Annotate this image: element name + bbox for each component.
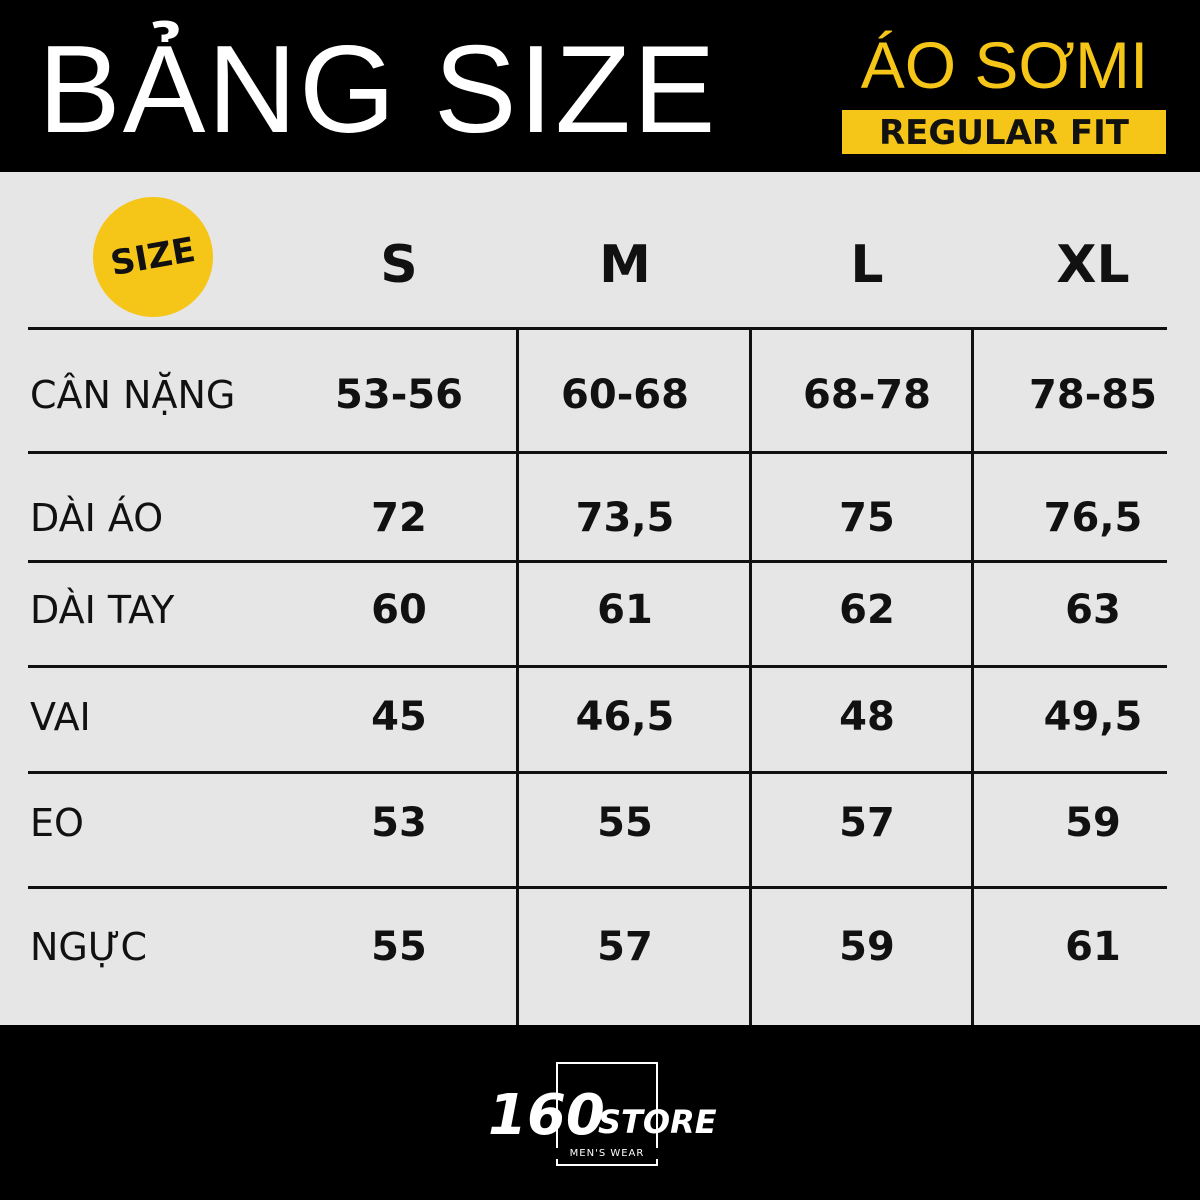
column-rule <box>749 327 752 1025</box>
tagline: MEN'S WEAR <box>556 1148 658 1159</box>
row-label: EO <box>30 801 84 845</box>
size-value: 60-68 <box>561 372 689 418</box>
size-value: 55 <box>371 924 427 970</box>
size-value: 55 <box>597 800 653 846</box>
size-value: 60 <box>371 587 427 633</box>
size-value: 59 <box>1065 800 1121 846</box>
size-label: SIZE <box>107 229 199 285</box>
logo-frame <box>556 1062 658 1166</box>
row-rule <box>28 886 1167 889</box>
size-badge: SIZE <box>93 197 213 317</box>
product: ÁO SƠMI <box>860 28 1149 102</box>
row-label: DÀI ÁO <box>30 496 164 540</box>
size-value: 46,5 <box>575 694 675 740</box>
size-value: 49,5 <box>1043 694 1143 740</box>
size-value: 76,5 <box>1043 495 1143 541</box>
size-value: 68-78 <box>803 372 931 418</box>
column-rule <box>971 327 974 1025</box>
size-value: 53-56 <box>335 372 463 418</box>
size-value: 73,5 <box>575 495 675 541</box>
size-value: 53 <box>371 800 427 846</box>
size-header: XL <box>1056 235 1130 295</box>
size-header: S <box>380 235 418 295</box>
row-rule <box>28 327 1167 330</box>
brand-number: 160 <box>488 1083 605 1148</box>
size-value: 63 <box>1065 587 1121 633</box>
size-value: 78-85 <box>1029 372 1157 418</box>
title: BẢNG SIZE <box>38 21 718 159</box>
row-label: VAI <box>30 695 91 739</box>
row-rule <box>28 665 1167 668</box>
size-value: 48 <box>839 694 895 740</box>
row-rule <box>28 771 1167 774</box>
size-value: 59 <box>839 924 895 970</box>
brand-name: STORE <box>598 1103 717 1141</box>
size-value: 72 <box>371 495 427 541</box>
footer-bar <box>0 1025 1200 1200</box>
row-label: DÀI TAY <box>30 588 175 632</box>
size-value: 61 <box>1065 924 1121 970</box>
size-header: L <box>850 235 884 295</box>
row-rule <box>28 560 1167 563</box>
size-value: 75 <box>839 495 895 541</box>
size-value: 45 <box>371 694 427 740</box>
column-rule <box>516 327 519 1025</box>
row-label: NGỰC <box>30 925 148 969</box>
row-label: CÂN NẶNG <box>30 373 236 417</box>
fit-badge: REGULAR FIT <box>842 110 1166 154</box>
size-value: 57 <box>597 924 653 970</box>
size-value: 61 <box>597 587 653 633</box>
size-value: 57 <box>839 800 895 846</box>
size-header: M <box>599 235 651 295</box>
size-value: 62 <box>839 587 895 633</box>
row-rule <box>28 451 1167 454</box>
